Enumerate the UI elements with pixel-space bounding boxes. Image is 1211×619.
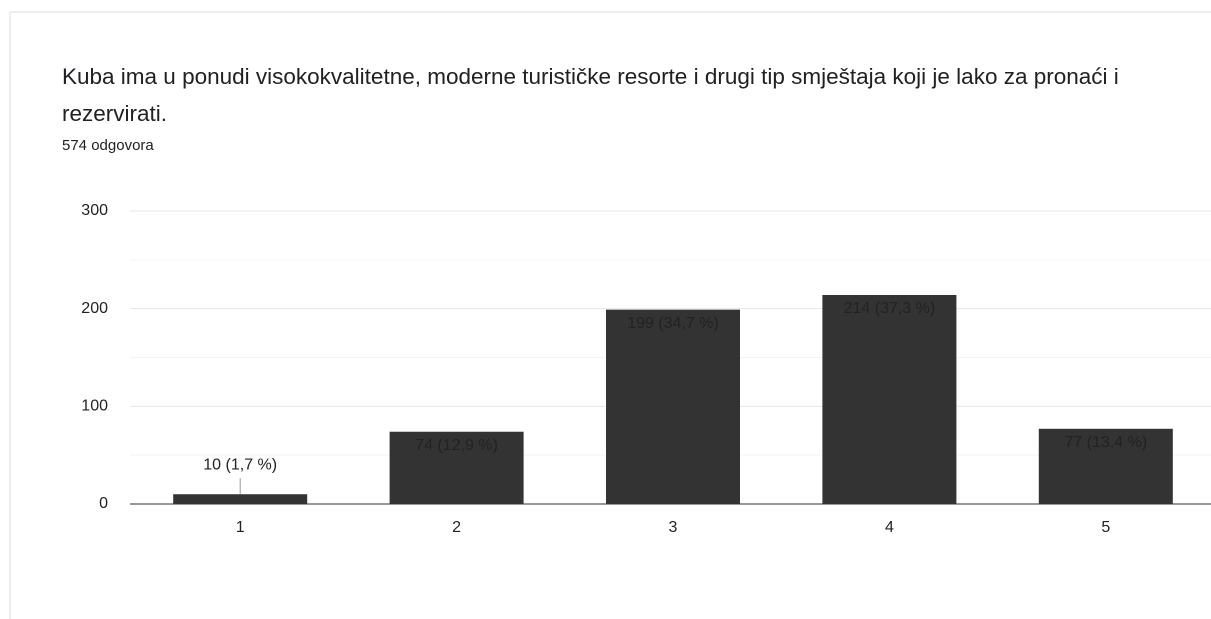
value-label: 77 (13,4 %) bbox=[1064, 434, 1147, 451]
value-label: 199 (34,7 %) bbox=[627, 315, 719, 332]
y-tick-label: 0 bbox=[99, 495, 108, 512]
y-tick-label: 200 bbox=[81, 300, 108, 317]
y-tick-label: 300 bbox=[81, 202, 108, 219]
x-tick-label: 3 bbox=[669, 519, 678, 536]
x-tick-label: 5 bbox=[1101, 519, 1110, 536]
bar bbox=[173, 494, 308, 504]
x-tick-label: 4 bbox=[885, 519, 894, 536]
bar bbox=[389, 431, 524, 504]
y-tick-label: 100 bbox=[81, 398, 108, 415]
bar bbox=[1038, 428, 1173, 504]
value-label: 74 (12,9 %) bbox=[415, 437, 498, 454]
bar bbox=[822, 294, 957, 504]
x-tick-label: 1 bbox=[236, 519, 245, 536]
chart-subtitle: 574 odgovora bbox=[62, 137, 154, 154]
bar bbox=[606, 309, 740, 504]
chart-title: Kuba ima u ponudi visokokvalitetne, mode… bbox=[62, 64, 1119, 126]
value-label: 10 (1,7 %) bbox=[203, 456, 277, 473]
value-label: 214 (37,3 %) bbox=[844, 300, 936, 317]
x-tick-label: 2 bbox=[452, 519, 461, 536]
